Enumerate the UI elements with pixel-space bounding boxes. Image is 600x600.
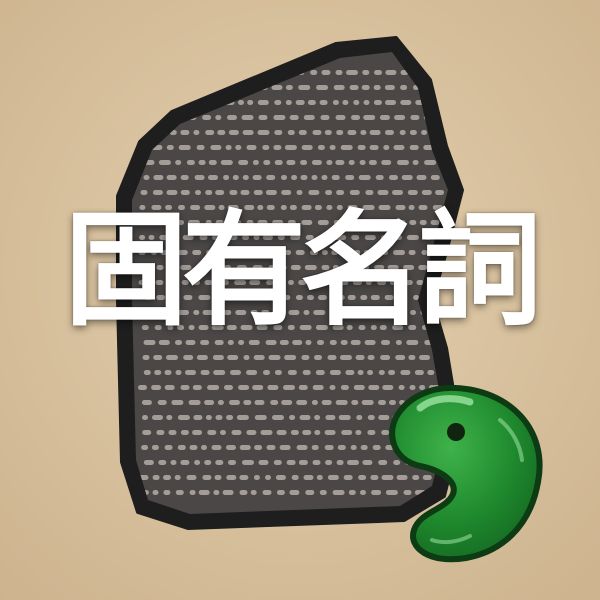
magatama-icon (389, 384, 543, 563)
rosetta-stone-icon (116, 36, 464, 530)
bead-hole (447, 423, 465, 441)
page-title: 固有名詞 (63, 198, 542, 343)
